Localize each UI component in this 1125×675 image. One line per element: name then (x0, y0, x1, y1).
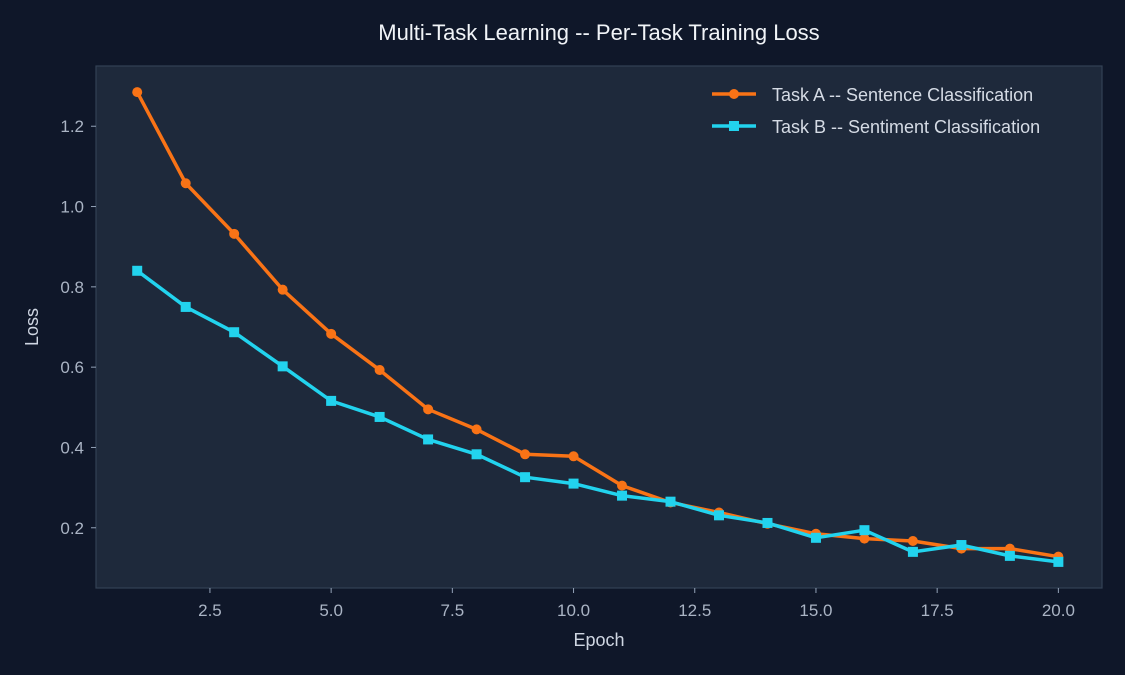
data-point (665, 496, 676, 507)
y-tick-label: 0.4 (60, 438, 84, 457)
series-task-b (132, 265, 1064, 567)
plot-area (95, 65, 1103, 589)
data-point (956, 540, 967, 551)
x-axis-label: Epoch (573, 630, 624, 650)
series-layer (132, 87, 1064, 567)
y-tick-label: 0.8 (60, 278, 84, 297)
data-point (471, 424, 482, 435)
x-tick-label: 7.5 (441, 601, 465, 620)
data-point (568, 478, 579, 489)
data-point (907, 536, 918, 547)
data-point (762, 517, 773, 528)
y-tick-label: 0.2 (60, 519, 84, 538)
x-axis: 2.5 5.0 7.5 10.0 12.5 15.0 17.5 20.0 (198, 588, 1075, 620)
x-tick-label: 17.5 (921, 601, 954, 620)
data-point (617, 490, 628, 501)
data-point (180, 178, 191, 189)
series-line (135, 91, 1059, 559)
data-point (520, 449, 531, 460)
legend: Task A -- Sentence Classification Task B … (712, 85, 1040, 137)
chart-title: Multi-Task Learning -- Per-Task Training… (378, 20, 819, 45)
legend-marker (729, 121, 739, 131)
legend-label: Task B -- Sentiment Classification (772, 117, 1040, 137)
data-point (617, 480, 628, 491)
data-point (229, 228, 240, 239)
x-tick-label: 20.0 (1042, 601, 1075, 620)
legend-marker (729, 89, 739, 99)
data-point (520, 472, 531, 483)
data-point (1004, 550, 1015, 561)
x-tick-label: 10.0 (557, 601, 590, 620)
legend-item: Task A -- Sentence Classification (712, 85, 1033, 105)
data-point (859, 525, 870, 536)
data-point (810, 532, 821, 543)
x-tick-label: 5.0 (319, 601, 343, 620)
legend-item: Task B -- Sentiment Classification (712, 117, 1040, 137)
y-axis: 0.2 0.4 0.6 0.8 1.0 1.2 (60, 117, 96, 538)
data-point (374, 364, 385, 375)
data-point (423, 434, 434, 445)
data-point (326, 395, 337, 406)
legend-label: Task A -- Sentence Classification (772, 85, 1033, 105)
data-point (374, 411, 385, 422)
data-point (132, 87, 143, 98)
x-tick-label: 12.5 (678, 601, 711, 620)
data-point (277, 284, 288, 295)
data-point (423, 404, 434, 415)
data-point (132, 265, 143, 276)
data-point (326, 328, 337, 339)
y-axis-label: Loss (22, 308, 42, 346)
data-point (907, 546, 918, 557)
data-point (229, 327, 240, 338)
y-tick-label: 0.6 (60, 358, 84, 377)
data-point (1053, 556, 1064, 567)
series-line (136, 269, 1059, 564)
data-point (180, 301, 191, 312)
data-point (277, 361, 288, 372)
x-tick-label: 15.0 (799, 601, 832, 620)
y-tick-label: 1.2 (60, 117, 84, 136)
data-point (471, 449, 482, 460)
data-point (713, 510, 724, 521)
x-tick-label: 2.5 (198, 601, 222, 620)
y-tick-label: 1.0 (60, 198, 84, 217)
data-point (568, 451, 579, 462)
data-point (859, 533, 870, 544)
